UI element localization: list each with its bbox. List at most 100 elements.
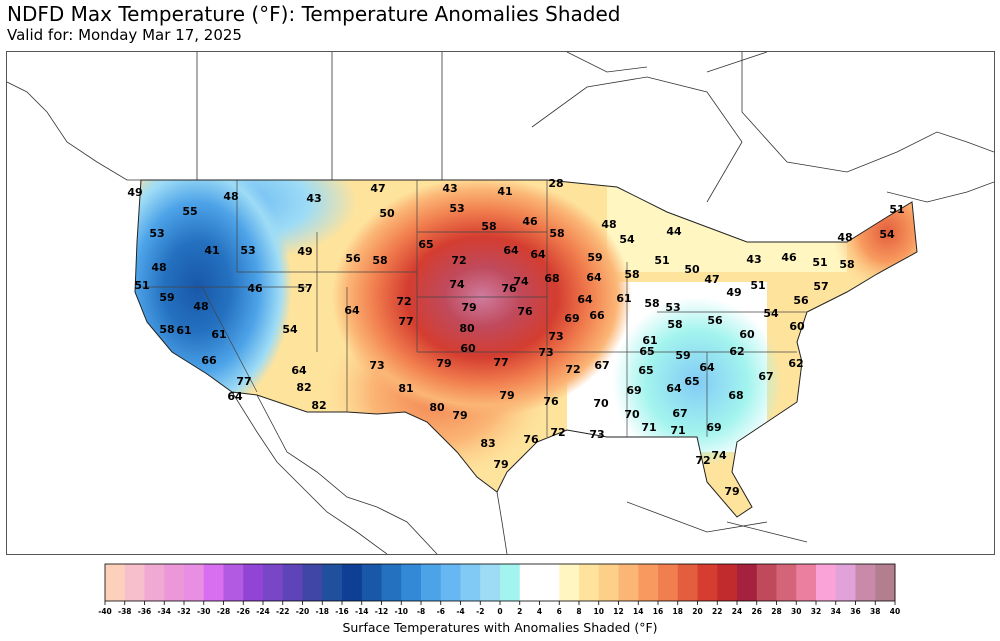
legend-tick-label: 32 — [811, 607, 821, 616]
temp-mo-c: 69 — [564, 312, 579, 325]
legend-swatch — [875, 564, 896, 601]
temp-nd-w: 43 — [442, 182, 457, 195]
temp-ct: 57 — [813, 280, 828, 293]
temp-ca-ne: 59 — [159, 291, 174, 304]
legend-tick-label: 6 — [557, 607, 562, 616]
map-canvas: 49 55 48 43 47 50 43 41 28 53 41 53 49 5… — [7, 52, 994, 554]
legend-tick-label: -28 — [217, 607, 231, 616]
temp-fl-c: 74 — [711, 449, 727, 462]
temp-fl-s: 79 — [724, 485, 739, 498]
legend-tick-label: -38 — [118, 607, 132, 616]
background-land — [7, 52, 994, 554]
legend-swatch — [855, 564, 876, 601]
temp-nj: 56 — [793, 294, 809, 307]
legend-swatch — [658, 564, 679, 601]
legend-tick-label: 4 — [537, 607, 542, 616]
temp-ia-s: 74 — [513, 275, 529, 288]
legend-swatch — [519, 564, 540, 601]
legend-swatch — [697, 564, 718, 601]
temp-nm-w: 73 — [369, 359, 384, 372]
temp-me-s: 54 — [879, 228, 895, 241]
legend-tick-label: 0 — [497, 607, 502, 616]
temp-la-n: 76 — [543, 395, 559, 408]
temp-ms-c: 70 — [593, 397, 609, 410]
temp-sc-s: 68 — [728, 389, 743, 402]
legend-tick-label: 36 — [850, 607, 860, 616]
legend-tick-label: 34 — [831, 607, 841, 616]
color-legend: -40 -38 -36 -34 -32 -30 -28 -26 -24 -22 -20 -18 -16-… — [98, 563, 900, 616]
legend-ticks: -40 -38 -36 -34 -32 -30 -28 -26 -24 -22 -20 -18 -16-… — [98, 601, 900, 616]
temp-nh: 51 — [812, 256, 827, 269]
legend-tick-label: -20 — [296, 607, 310, 616]
temp-az-s: 82 — [311, 399, 326, 412]
legend-tick-label: 38 — [870, 607, 880, 616]
temp-sd-n: 53 — [449, 202, 464, 215]
temp-md: 56 — [707, 314, 723, 327]
temp-co-e: 72 — [396, 295, 411, 308]
legend-swatch — [184, 564, 205, 601]
temp-sd-s: 72 — [451, 254, 466, 267]
legend-swatch — [835, 564, 856, 601]
temp-al-s: 71 — [641, 421, 656, 434]
temp-mi-s: 58 — [624, 268, 639, 281]
legend-swatch — [539, 564, 560, 601]
temp-vt: 48 — [837, 231, 852, 244]
temp-nc-n: 62 — [729, 345, 744, 358]
temp-ca-c2: 61 — [176, 324, 191, 337]
temp-ca-n: 48 — [151, 261, 166, 274]
temp-tx-w: 80 — [429, 401, 445, 414]
temp-nc-w: 64 — [699, 361, 715, 374]
valid-date: Valid for: Monday Mar 17, 2025 — [7, 26, 242, 44]
temp-wy-w: 56 — [345, 252, 361, 265]
temp-ar-n: 73 — [548, 330, 563, 343]
temperature-map[interactable]: 49 55 48 43 47 50 43 41 28 53 41 53 49 5… — [6, 51, 995, 555]
temp-ca-c: 58 — [159, 323, 174, 336]
temp-la-s: 76 — [523, 433, 539, 446]
temp-ga-c: 67 — [672, 407, 687, 420]
temp-in-s: 66 — [589, 309, 605, 322]
legend-tick-label: 26 — [752, 607, 762, 616]
legend-tick-label: 28 — [771, 607, 781, 616]
temp-ky-e: 65 — [639, 345, 654, 358]
temp-nw-coast-1: 49 — [127, 186, 142, 199]
temp-ca-sd: 64 — [227, 390, 243, 403]
temp-nm-n: 77 — [398, 315, 413, 328]
legend-swatch — [816, 564, 837, 601]
legend-tick-label: -18 — [315, 607, 329, 616]
temperature-labels: 49 55 48 43 47 50 43 41 28 53 41 53 49 5… — [127, 177, 904, 498]
temp-on-s: 47 — [704, 273, 719, 286]
temp-wv: 54 — [763, 307, 779, 320]
legend-caption: Surface Temperatures with Anomalies Shad… — [342, 620, 658, 635]
temp-mo-s: 73 — [538, 346, 553, 359]
temp-ga-n: 64 — [666, 382, 682, 395]
temp-mn-c: 46 — [522, 215, 538, 228]
temp-va-s: 59 — [675, 349, 690, 362]
page-title: NDFD Max Temperature (°F): Temperature A… — [7, 2, 621, 26]
temp-mi-w: 51 — [654, 254, 669, 267]
temp-ms-n: 69 — [626, 384, 641, 397]
temp-oh-s: 58 — [667, 318, 682, 331]
temp-la-se: 72 — [550, 426, 565, 439]
legend-swatch — [164, 564, 185, 601]
legend-swatch — [500, 564, 521, 601]
legend-swatch — [796, 564, 817, 601]
legend-swatch — [243, 564, 264, 601]
temp-il-c: 64 — [577, 293, 593, 306]
legend-tick-label: 16 — [653, 607, 663, 616]
legend-tick-label: 8 — [576, 607, 581, 616]
temp-in-n: 61 — [616, 292, 631, 305]
temp-ut-n: 57 — [297, 282, 312, 295]
legend-swatch — [638, 564, 659, 601]
temp-ga-se: 69 — [706, 421, 721, 434]
legend-tick-label: -6 — [437, 607, 445, 616]
legend-tick-label: 30 — [791, 607, 801, 616]
legend-tick-label: 40 — [890, 607, 900, 616]
legend-swatch — [401, 564, 422, 601]
state-borders — [134, 179, 918, 518]
temp-ne-c: 74 — [449, 278, 465, 291]
legend-swatch — [598, 564, 619, 601]
temp-mn-s: 64 — [530, 248, 546, 261]
temp-az-w: 82 — [296, 381, 311, 394]
temp-pa-w: 49 — [726, 286, 741, 299]
temp-id-w: 53 — [240, 244, 255, 257]
